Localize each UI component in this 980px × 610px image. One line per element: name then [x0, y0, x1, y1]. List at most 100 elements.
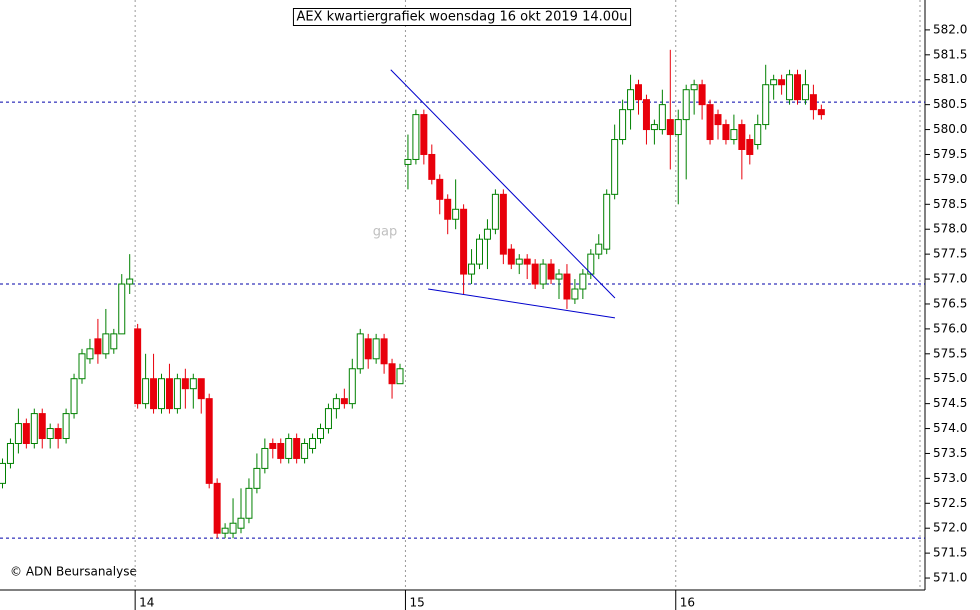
- trendline: [428, 288, 616, 319]
- y-tick-label: 572.0: [933, 521, 967, 535]
- candle-body: [356, 333, 364, 370]
- x-tick-label: 16: [680, 596, 695, 610]
- candle-body: [770, 79, 778, 86]
- candle-body: [205, 398, 213, 484]
- candle-body: [404, 158, 412, 165]
- candle-body: [372, 338, 380, 360]
- y-tick-label: 576.0: [933, 321, 967, 335]
- candle-body: [197, 378, 205, 400]
- candle-body: [754, 124, 762, 146]
- candle-body: [539, 263, 547, 285]
- candle-body: [778, 79, 786, 86]
- y-tick-label: 578.5: [933, 197, 967, 211]
- candle-body: [436, 178, 444, 200]
- candle-body: [444, 198, 452, 220]
- candle-body: [173, 378, 181, 410]
- candle-body: [714, 114, 722, 126]
- candle-body: [491, 193, 499, 230]
- candle-body: [6, 442, 14, 464]
- candle-body: [468, 263, 476, 275]
- y-tick-label: 580.0: [933, 122, 967, 136]
- candle-body: [221, 527, 229, 534]
- candle-body: [571, 288, 579, 300]
- y-tick-label: 574.0: [933, 421, 967, 435]
- candle-body: [293, 438, 301, 459]
- candle-body: [801, 84, 809, 101]
- candle-body: [794, 74, 801, 101]
- candle-body: [666, 119, 674, 136]
- y-tick-label: 579.5: [933, 147, 967, 161]
- candle-body: [229, 522, 237, 534]
- candle-body: [134, 328, 142, 405]
- candle-body: [428, 153, 436, 180]
- candle-body: [301, 442, 309, 459]
- candle-body: [118, 283, 126, 335]
- candle-body: [642, 99, 650, 131]
- candle-body: [730, 129, 738, 141]
- candle-body: [690, 84, 698, 91]
- candle-body: [595, 243, 603, 255]
- y-tick-label: 582.0: [933, 22, 967, 36]
- candle-body: [189, 378, 197, 390]
- candle-body: [499, 193, 507, 255]
- y-tick-label: 571.0: [933, 571, 967, 585]
- candle-body: [62, 413, 70, 440]
- candle-body: [38, 413, 46, 440]
- candle-body: [269, 442, 277, 449]
- candle-body: [94, 338, 102, 355]
- candle-body: [658, 104, 666, 131]
- y-tick-label: 575.5: [933, 346, 967, 360]
- candle-body: [213, 482, 221, 534]
- candle-body: [245, 487, 253, 519]
- candle-body: [746, 139, 754, 155]
- candle-body: [762, 84, 770, 126]
- candle-body: [817, 109, 825, 116]
- candle-body: [285, 438, 293, 459]
- candle-body: [547, 263, 555, 280]
- candle-body: [388, 363, 396, 385]
- candle-body: [324, 408, 332, 430]
- candle-body: [332, 398, 340, 410]
- candle-body: [380, 338, 388, 365]
- y-tick-label: 572.5: [933, 496, 967, 510]
- y-tick-label: 581.5: [933, 47, 967, 61]
- candle-body: [531, 263, 539, 285]
- y-tick-label: 581.0: [933, 72, 967, 86]
- candle-body: [412, 114, 420, 160]
- candle-body: [515, 258, 523, 265]
- trendline: [390, 69, 616, 299]
- candle-body: [611, 139, 619, 195]
- candle-body: [261, 447, 269, 469]
- candle-body: [30, 413, 38, 444]
- candle-body: [698, 84, 706, 106]
- candle-body: [364, 338, 372, 360]
- x-tick-label: 15: [409, 596, 424, 610]
- candle-body: [150, 378, 158, 410]
- candle-body: [0, 462, 6, 484]
- candle-body: [54, 428, 62, 440]
- y-tick-label: 577.0: [933, 272, 967, 286]
- candle-body: [165, 378, 173, 410]
- candle-body: [635, 84, 642, 101]
- candle-body: [237, 517, 245, 529]
- candle-body: [110, 333, 118, 350]
- candle-body: [507, 248, 515, 265]
- copyright: © ADN Beursanalyse: [10, 565, 137, 579]
- candle-body: [396, 368, 404, 385]
- candle-body: [476, 238, 483, 265]
- candle-body: [102, 333, 110, 355]
- candle-body: [627, 89, 635, 111]
- candle-body: [309, 438, 317, 449]
- candle-body: [142, 378, 150, 405]
- candle-body: [619, 109, 627, 141]
- candle-body: [452, 208, 460, 220]
- candle-body: [14, 423, 22, 444]
- candle-body: [181, 378, 189, 390]
- candle-body: [277, 442, 285, 459]
- candle-body: [46, 428, 54, 440]
- candle-body: [158, 378, 165, 410]
- candle-body: [579, 273, 587, 290]
- candle-body: [563, 273, 571, 300]
